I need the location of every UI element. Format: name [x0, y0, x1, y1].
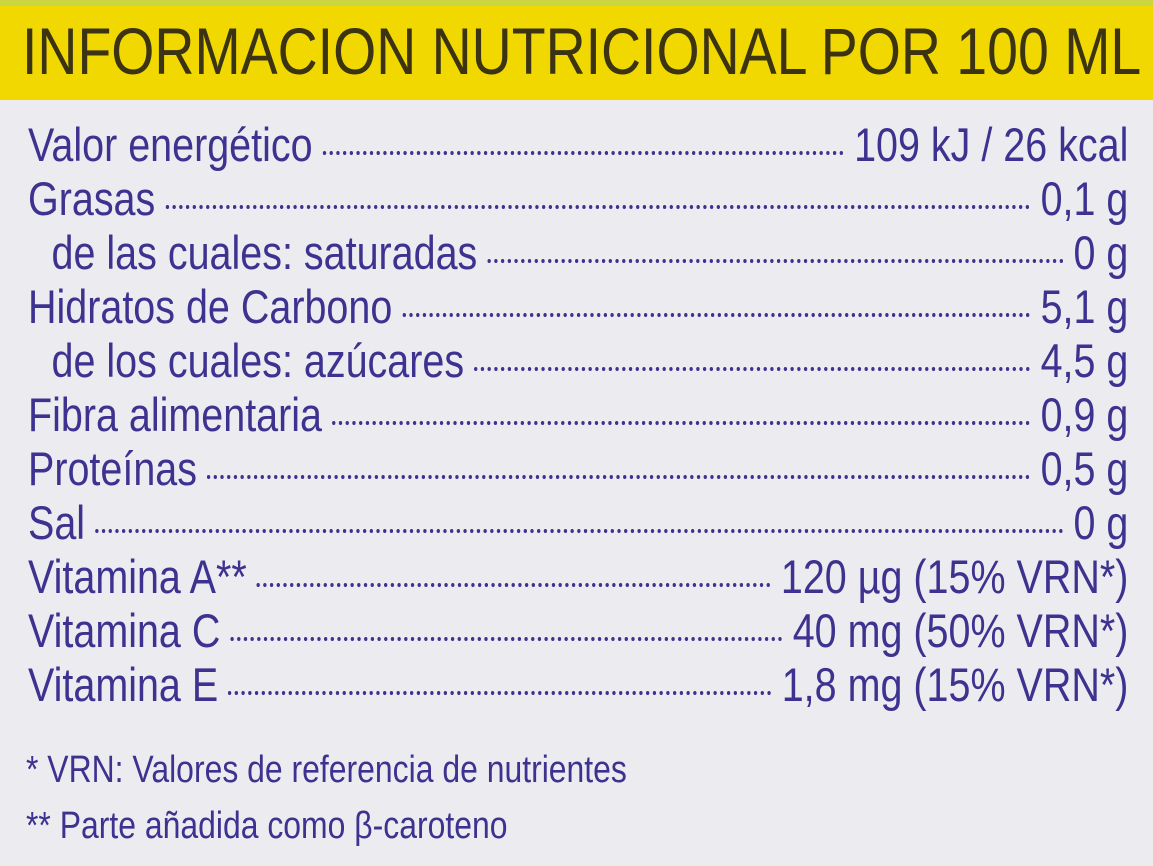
nutrient-value: 0 g [1073, 496, 1129, 549]
nutrient-value: 0,1 g [1040, 172, 1129, 225]
nutrient-label: de los cuales: azúcares [51, 334, 465, 387]
nutrient-value: 1,8 mg (15% VRN*) [781, 658, 1129, 711]
leader-dots [487, 259, 1064, 263]
footnote-vrn: * VRN: Valores de referencia de nutrient… [26, 749, 627, 791]
nutrient-label: Fibra alimentaria [28, 388, 323, 441]
leader-dots [256, 583, 771, 587]
page-title: INFORMACION NUTRICIONAL POR 100 ML [22, 14, 1142, 88]
nutrition-row: Vitamina E 1,8 mg (15% VRN*) [28, 658, 1128, 712]
nutrition-row: de las cuales: saturadas 0 g [28, 226, 1129, 280]
leader-dots [474, 367, 1031, 371]
nutrient-value: 120 µg (15% VRN*) [780, 550, 1129, 603]
leader-dots [322, 151, 844, 155]
leader-dots [207, 475, 1031, 479]
nutrient-label: Vitamina E [28, 658, 219, 711]
nutrition-row: Grasas 0,1 g [28, 172, 1128, 226]
nutrition-row: Fibra alimentaria 0,9 g [28, 388, 1128, 442]
leader-dots [228, 691, 772, 695]
nutrient-label: Vitamina A** [28, 550, 247, 603]
nutrient-label: Vitamina C [28, 604, 221, 657]
nutrient-value: 109 kJ / 26 kcal [854, 118, 1129, 171]
nutrient-label: Grasas [28, 172, 156, 225]
nutrition-row: Vitamina A** 120 µg (15% VRN*) [28, 550, 1128, 604]
footnotes: * VRN: Valores de referencia de nutrient… [26, 742, 627, 854]
leader-dots [332, 421, 1031, 425]
leader-dots [95, 529, 1064, 533]
nutrient-label: Hidratos de Carbono [28, 280, 393, 333]
nutrient-value: 40 mg (50% VRN*) [792, 604, 1129, 657]
nutrition-row: Sal 0 g [28, 496, 1128, 550]
nutrition-row: Valor energético 109 kJ / 26 kcal [28, 118, 1128, 172]
top-edge-strip [0, 0, 1153, 6]
nutrient-value: 5,1 g [1040, 280, 1129, 333]
nutrient-label: Valor energético [28, 118, 313, 171]
footnote-beta-carotene: ** Parte añadida como β-caroteno [26, 805, 508, 847]
leader-dots [402, 313, 1031, 317]
nutrient-value: 4,5 g [1040, 334, 1129, 387]
nutrition-table: Valor energético 109 kJ / 26 kcal Grasas 0,… [28, 118, 1128, 712]
nutrient-label: de las cuales: saturadas [51, 226, 478, 279]
nutrient-value: 0,9 g [1040, 388, 1129, 441]
nutrient-value: 0 g [1073, 226, 1129, 279]
nutrition-row: Proteínas 0,5 g [28, 442, 1128, 496]
nutrient-label: Proteínas [28, 442, 197, 495]
nutrition-row: de los cuales: azúcares 4,5 g [28, 334, 1129, 388]
nutrient-value: 0,5 g [1040, 442, 1129, 495]
leader-dots [230, 637, 783, 641]
leader-dots [165, 205, 1031, 209]
nutrition-row: Hidratos de Carbono 5,1 g [28, 280, 1128, 334]
nutrition-row: Vitamina C 40 mg (50% VRN*) [28, 604, 1128, 658]
nutrient-label: Sal [28, 496, 86, 549]
header-band [0, 6, 1153, 100]
